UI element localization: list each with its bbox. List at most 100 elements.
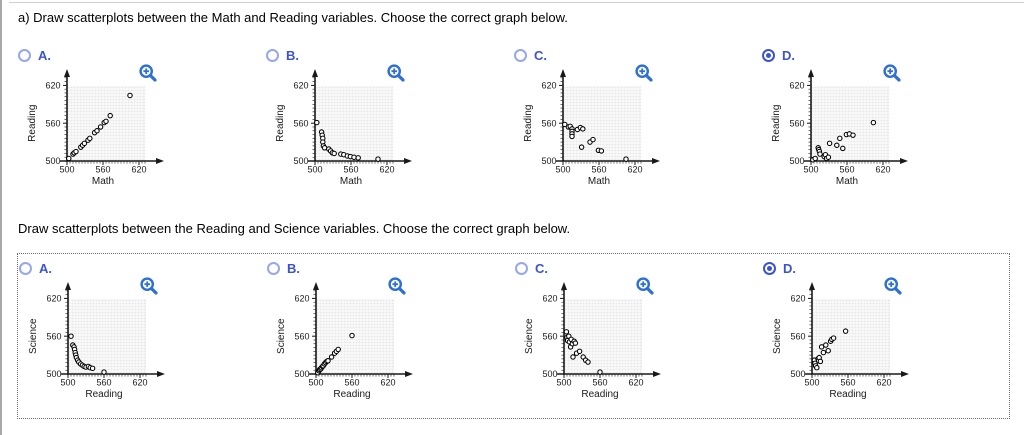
svg-text:620: 620 bbox=[542, 294, 557, 304]
svg-text:Math: Math bbox=[340, 176, 362, 187]
scatterplot-q2-b: 500 560 620 620 560 500 Reading Science bbox=[273, 276, 435, 404]
svg-text:500: 500 bbox=[555, 165, 570, 175]
scatterplot-q2-a-svg: 500 560 620 620 560 500 Reading Science bbox=[28, 282, 165, 400]
radio-q2-option-b[interactable] bbox=[267, 261, 280, 275]
svg-text:Science: Science bbox=[772, 318, 783, 354]
svg-text:Science: Science bbox=[524, 318, 535, 354]
page-top-divider bbox=[9, 2, 1024, 3]
svg-text:620: 620 bbox=[790, 294, 805, 304]
svg-text:620: 620 bbox=[380, 378, 395, 388]
option-cell-q1-c: C. 500 560 620 620 560 500 Math Reading bbox=[514, 47, 762, 191]
radio-q2-option-a[interactable] bbox=[19, 261, 32, 275]
svg-text:500: 500 bbox=[789, 156, 804, 166]
option-letter-q1-d[interactable]: D. bbox=[782, 47, 795, 63]
svg-text:620: 620 bbox=[379, 165, 394, 175]
option-cell-q2-c: C. 500 560 620 620 560 500 Reading Science bbox=[515, 260, 763, 404]
scatterplot-q1-d-svg: 500 560 620 620 560 500 Math Reading bbox=[771, 69, 908, 187]
radio-q1-option-d[interactable] bbox=[762, 48, 775, 62]
option-cell-q1-b: B. 500 560 620 620 560 500 Math Reading bbox=[266, 47, 514, 191]
svg-text:500: 500 bbox=[45, 156, 60, 166]
svg-text:Reading: Reading bbox=[275, 105, 286, 142]
svg-text:620: 620 bbox=[293, 81, 308, 91]
svg-text:500: 500 bbox=[308, 378, 323, 388]
option-letter-q1-a[interactable]: A. bbox=[38, 47, 51, 63]
question-1-text: a) Draw scatterplots between the Math an… bbox=[18, 10, 568, 25]
svg-text:560: 560 bbox=[343, 165, 358, 175]
scatterplot-q1-c: 500 560 620 620 560 500 Math Reading bbox=[520, 63, 682, 191]
svg-text:620: 620 bbox=[541, 81, 556, 91]
option-letter-q2-b[interactable]: B. bbox=[287, 260, 300, 276]
svg-text:560: 560 bbox=[541, 118, 556, 128]
option-letter-q2-c[interactable]: C. bbox=[535, 260, 548, 276]
option-letter-q1-c[interactable]: C. bbox=[534, 47, 547, 63]
svg-text:500: 500 bbox=[294, 369, 309, 379]
svg-text:Reading: Reading bbox=[829, 389, 866, 400]
question-panel: a) Draw scatterplots between the Math an… bbox=[17, 10, 1018, 419]
svg-text:560: 560 bbox=[542, 331, 557, 341]
zoom-icon[interactable] bbox=[139, 276, 159, 296]
svg-text:500: 500 bbox=[46, 369, 61, 379]
svg-text:Reading: Reading bbox=[85, 389, 122, 400]
svg-text:620: 620 bbox=[46, 294, 61, 304]
svg-text:500: 500 bbox=[541, 156, 556, 166]
scatterplot-q2-d-svg: 500 560 620 620 560 500 Reading Science bbox=[772, 282, 909, 400]
zoom-icon[interactable] bbox=[634, 63, 654, 83]
scatterplot-q2-a: 500 560 620 620 560 500 Reading Science bbox=[25, 276, 187, 404]
zoom-icon[interactable] bbox=[882, 63, 902, 83]
radio-q2-option-d[interactable] bbox=[763, 261, 776, 275]
svg-text:620: 620 bbox=[132, 378, 147, 388]
scatterplot-q1-c-svg: 500 560 620 620 560 500 Math Reading bbox=[523, 69, 660, 187]
option-letter-q2-d[interactable]: D. bbox=[783, 260, 796, 276]
option-cell-q1-a: A. 500 560 620 620 560 500 Math Reading bbox=[18, 47, 266, 191]
svg-text:620: 620 bbox=[294, 294, 309, 304]
radio-q2-option-c[interactable] bbox=[515, 261, 528, 275]
svg-text:560: 560 bbox=[839, 165, 854, 175]
svg-text:Reading: Reading bbox=[581, 389, 618, 400]
svg-text:Reading: Reading bbox=[27, 105, 38, 142]
question-2-options: A. 500 560 620 620 560 500 Reading Science bbox=[19, 260, 1009, 404]
scatterplot-q2-b-svg: 500 560 620 620 560 500 Reading Science bbox=[276, 282, 413, 400]
svg-text:620: 620 bbox=[875, 165, 890, 175]
svg-text:560: 560 bbox=[294, 331, 309, 341]
radio-q1-option-b[interactable] bbox=[266, 48, 279, 62]
scatterplot-q1-b: 500 560 620 620 560 500 Math Reading bbox=[272, 63, 434, 191]
svg-text:620: 620 bbox=[789, 81, 804, 91]
option-cell-q1-d: D. 500 560 620 620 560 500 Math Reading bbox=[762, 47, 1010, 191]
svg-text:Science: Science bbox=[276, 318, 287, 354]
zoom-icon[interactable] bbox=[387, 276, 407, 296]
svg-text:560: 560 bbox=[95, 165, 110, 175]
scatterplot-q1-d: 500 560 620 620 560 500 Math Reading bbox=[768, 63, 930, 191]
svg-text:500: 500 bbox=[60, 378, 75, 388]
svg-text:560: 560 bbox=[45, 118, 60, 128]
svg-text:620: 620 bbox=[131, 165, 146, 175]
svg-text:560: 560 bbox=[591, 165, 606, 175]
svg-text:Reading: Reading bbox=[333, 389, 370, 400]
svg-text:500: 500 bbox=[556, 378, 571, 388]
option-letter-q1-b[interactable]: B. bbox=[286, 47, 299, 63]
option-cell-q2-d: D. 500 560 620 620 560 500 Reading Science bbox=[763, 260, 1011, 404]
svg-text:560: 560 bbox=[840, 378, 855, 388]
zoom-icon[interactable] bbox=[386, 63, 406, 83]
scatterplot-q2-d: 500 560 620 620 560 500 Reading Science bbox=[769, 276, 931, 404]
svg-text:500: 500 bbox=[803, 165, 818, 175]
question-2-text: Draw scatterplots between the Reading an… bbox=[18, 221, 571, 236]
zoom-icon[interactable] bbox=[883, 276, 903, 296]
svg-text:Reading: Reading bbox=[771, 105, 782, 142]
svg-text:560: 560 bbox=[790, 331, 805, 341]
option-letter-q2-a[interactable]: A. bbox=[39, 260, 52, 276]
radio-q1-option-a[interactable] bbox=[18, 48, 31, 62]
question-2-answer-region: A. 500 560 620 620 560 500 Reading Science bbox=[17, 253, 1010, 419]
svg-text:500: 500 bbox=[293, 156, 308, 166]
svg-text:620: 620 bbox=[627, 165, 642, 175]
radio-q1-option-c[interactable] bbox=[514, 48, 527, 62]
svg-text:500: 500 bbox=[804, 378, 819, 388]
svg-text:500: 500 bbox=[542, 369, 557, 379]
page-left-edge bbox=[0, 0, 2, 435]
svg-text:560: 560 bbox=[344, 378, 359, 388]
zoom-icon[interactable] bbox=[138, 63, 158, 83]
svg-text:560: 560 bbox=[592, 378, 607, 388]
svg-text:560: 560 bbox=[789, 118, 804, 128]
svg-text:Math: Math bbox=[588, 176, 610, 187]
zoom-icon[interactable] bbox=[635, 276, 655, 296]
scatterplot-q2-c: 500 560 620 620 560 500 Reading Science bbox=[521, 276, 683, 404]
